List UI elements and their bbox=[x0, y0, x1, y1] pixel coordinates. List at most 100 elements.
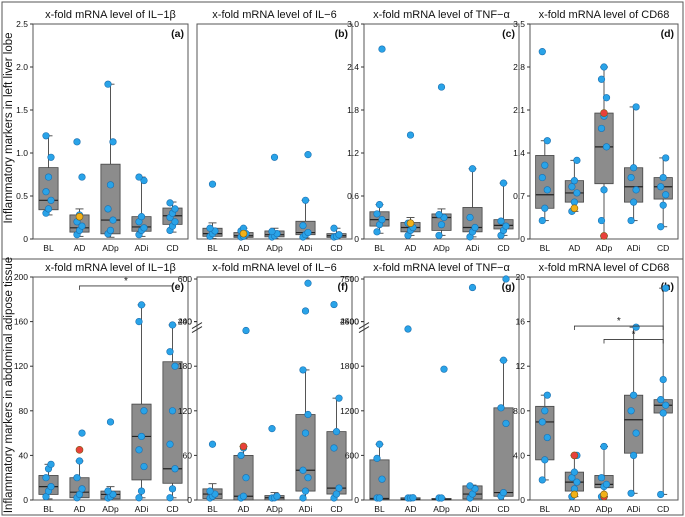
data-point bbox=[137, 301, 146, 309]
data-point bbox=[42, 474, 50, 482]
x-tick-label: ADp bbox=[433, 504, 450, 514]
data-point bbox=[602, 143, 611, 151]
panel-title: x-fold mRNA level of TNF−α bbox=[373, 262, 510, 274]
panel-label: (a) bbox=[171, 28, 184, 40]
y-tick-label: 600 bbox=[345, 450, 359, 460]
x-tick-label: BL bbox=[374, 504, 385, 514]
y-tick-label: 60 bbox=[183, 450, 193, 460]
data-point bbox=[242, 326, 250, 335]
data-point bbox=[208, 440, 217, 448]
x-tick-label: BL bbox=[374, 243, 385, 253]
data-point bbox=[270, 153, 279, 161]
x-tick-label: ADp bbox=[102, 243, 119, 253]
y-tick-label: 2.8 bbox=[513, 62, 525, 72]
y-tick-label: 120 bbox=[178, 406, 192, 416]
data-point bbox=[304, 228, 312, 237]
data-point bbox=[499, 179, 508, 187]
data-point bbox=[538, 173, 546, 182]
data-point bbox=[206, 224, 214, 232]
significance-star: * bbox=[617, 316, 621, 327]
data-point bbox=[573, 189, 581, 197]
data-point bbox=[304, 151, 312, 159]
highlight-point bbox=[75, 446, 84, 454]
data-point bbox=[135, 446, 143, 454]
highlight-point bbox=[600, 490, 608, 499]
data-point bbox=[632, 323, 640, 331]
x-tick-label: CD bbox=[330, 243, 342, 253]
data-point bbox=[332, 428, 341, 436]
data-point bbox=[75, 457, 84, 465]
data-point bbox=[602, 480, 611, 488]
data-point bbox=[378, 475, 386, 483]
data-point bbox=[140, 407, 148, 415]
data-point bbox=[332, 490, 341, 498]
significance-bracket bbox=[574, 325, 664, 331]
y-tick-label: 0.5 bbox=[16, 191, 28, 201]
iqr-box bbox=[100, 163, 121, 235]
highlight-point bbox=[570, 204, 579, 213]
data-point bbox=[502, 419, 510, 428]
y-tick-label: 600 bbox=[178, 274, 192, 284]
data-point bbox=[78, 485, 86, 493]
data-point bbox=[301, 487, 310, 495]
data-point bbox=[573, 156, 581, 164]
y-tick-label: 400 bbox=[178, 317, 192, 327]
y-tick-label: 1200 bbox=[340, 406, 359, 416]
panels-container: x-fold mRNA level of IL−1β (a) 0 0.5 1.0 1.5 2… bbox=[14, 9, 679, 514]
data-point bbox=[301, 196, 310, 204]
chart-panel-c: x-fold mRNA level of TNF−α (c) 0 0.6 1.2 1.8 2… bbox=[347, 9, 520, 253]
x-tick-label: BL bbox=[43, 243, 54, 253]
chart-panel-e: x-fold mRNA level of IL−1β (e) 0 40 80 120 160… bbox=[14, 262, 189, 514]
panel-title: x-fold mRNA level of CD68 bbox=[539, 262, 670, 274]
data-point bbox=[497, 404, 505, 412]
data-point bbox=[373, 228, 381, 236]
data-point bbox=[502, 275, 510, 283]
y-tick-label: 2.1 bbox=[513, 105, 525, 115]
data-point bbox=[299, 366, 307, 374]
y-tick-label: 0.7 bbox=[513, 191, 525, 201]
data-point bbox=[659, 201, 667, 209]
y-tick-label: 160 bbox=[14, 317, 28, 327]
x-tick-label: ADp bbox=[102, 504, 119, 514]
y-tick-label: 2.5 bbox=[16, 19, 28, 29]
data-point bbox=[44, 205, 53, 213]
data-point bbox=[466, 213, 474, 222]
data-point bbox=[497, 217, 505, 225]
data-point bbox=[335, 484, 343, 492]
data-point bbox=[468, 165, 477, 173]
data-point bbox=[627, 173, 635, 182]
y-tick-label: 3.5 bbox=[513, 19, 525, 29]
x-tick-label: AD bbox=[238, 504, 250, 514]
iqr-box bbox=[131, 403, 152, 481]
data-point bbox=[47, 460, 55, 468]
data-point bbox=[440, 365, 448, 373]
data-point bbox=[104, 80, 112, 88]
x-tick-label: BL bbox=[540, 504, 551, 514]
data-point bbox=[602, 94, 611, 102]
data-point bbox=[597, 474, 606, 482]
data-point bbox=[632, 429, 640, 437]
x-tick-label: ADp bbox=[433, 243, 450, 253]
data-point bbox=[166, 348, 174, 356]
x-tick-label: ADp bbox=[266, 243, 283, 253]
data-point bbox=[106, 181, 115, 189]
data-point bbox=[538, 216, 546, 225]
data-point bbox=[659, 409, 667, 417]
data-point bbox=[435, 211, 443, 219]
data-point bbox=[502, 222, 510, 230]
x-tick-label: CD bbox=[497, 504, 509, 514]
panel-title: x-fold mRNA level of IL−1β bbox=[45, 262, 176, 274]
data-point bbox=[47, 483, 55, 491]
x-tick-label: ADi bbox=[135, 243, 149, 253]
panel-label: (e) bbox=[171, 281, 184, 293]
data-point bbox=[47, 153, 55, 161]
data-point bbox=[73, 474, 81, 482]
y-tick-label: 1.5 bbox=[16, 105, 28, 115]
data-point bbox=[543, 433, 551, 442]
data-point bbox=[78, 173, 86, 181]
data-point bbox=[135, 173, 143, 181]
data-point bbox=[137, 213, 146, 221]
y-tick-label: 1.8 bbox=[347, 105, 359, 115]
panel-title: x-fold mRNA level of IL−1β bbox=[45, 9, 176, 21]
x-tick-label: ADi bbox=[627, 243, 641, 253]
